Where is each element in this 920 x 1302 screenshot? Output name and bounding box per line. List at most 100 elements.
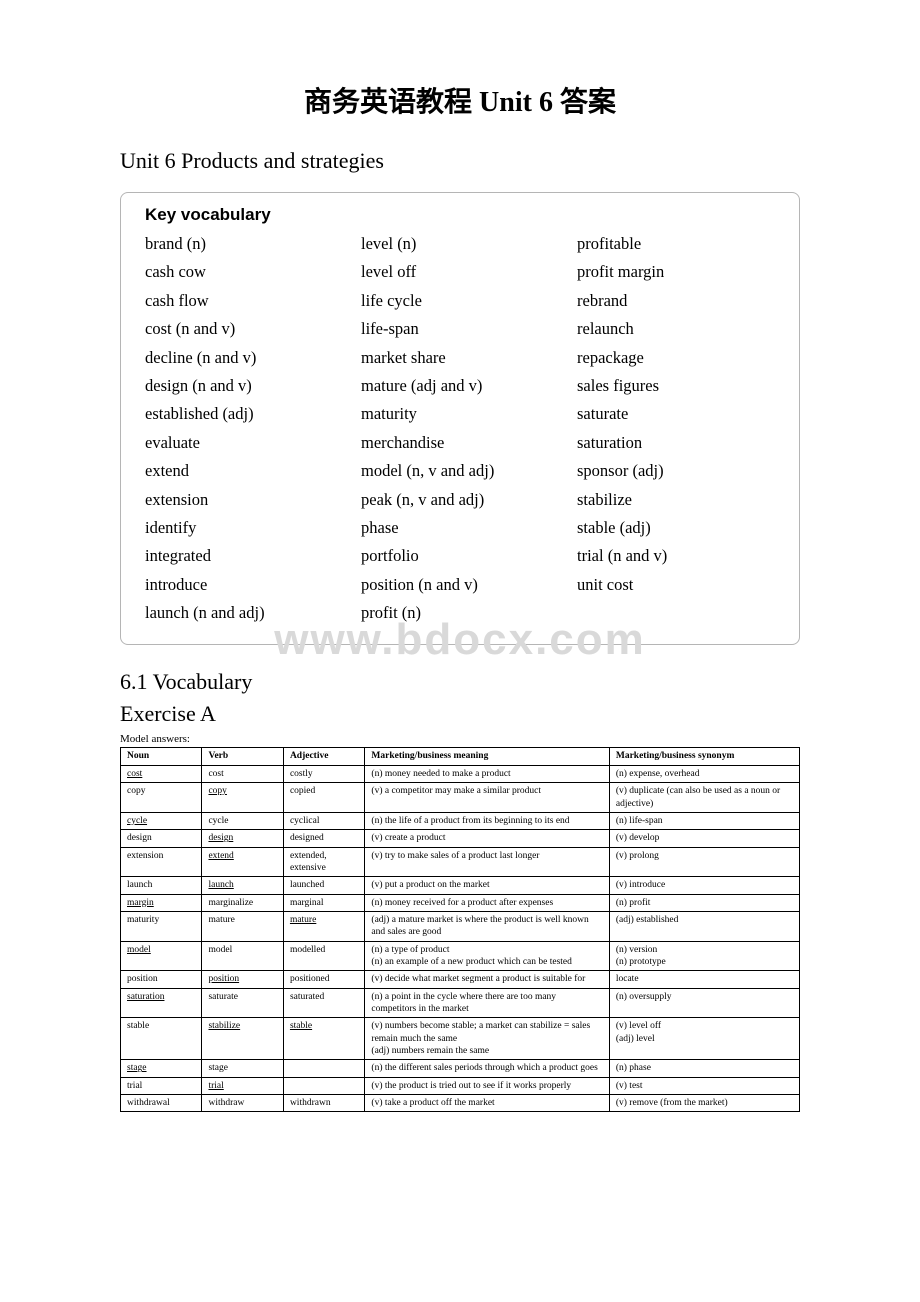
table-row: maturitymaturemature(adj) a mature marke… — [121, 911, 800, 941]
table-cell: (v) duplicate (can also be used as a nou… — [609, 783, 799, 813]
page-title: 商务英语教程 Unit 6 答案 — [120, 80, 800, 120]
vocab-heading: 6.1 Vocabulary — [120, 669, 800, 695]
key-vocab-item: life-span — [361, 316, 559, 342]
table-cell: withdrawal — [121, 1095, 202, 1112]
table-cell: modelled — [283, 941, 364, 971]
table-cell: (n) profit — [609, 894, 799, 911]
table-header-cell: Marketing/business synonym — [609, 748, 799, 765]
key-vocab-item: integrated — [145, 543, 343, 569]
table-cell: cost — [202, 765, 283, 782]
key-vocab-item: extend — [145, 458, 343, 484]
word-family-table: NounVerbAdjectiveMarketing/business mean… — [120, 747, 800, 1112]
table-cell: copy — [121, 783, 202, 813]
table-cell: stable — [283, 1018, 364, 1060]
table-cell: model — [121, 941, 202, 971]
key-vocab-item: model (n, v and adj) — [361, 458, 559, 484]
key-vocab-item: portfolio — [361, 543, 559, 569]
key-vocab-item: profitable — [577, 231, 775, 257]
table-cell: saturation — [121, 988, 202, 1018]
table-cell: designed — [283, 830, 364, 847]
table-cell: stable — [121, 1018, 202, 1060]
table-cell: cycle — [202, 812, 283, 829]
key-vocab-item: brand (n) — [145, 231, 343, 257]
table-row: stablestabilizestable(v) numbers become … — [121, 1018, 800, 1060]
table-cell: withdrawn — [283, 1095, 364, 1112]
table-cell: (v) the product is tried out to see if i… — [365, 1077, 609, 1094]
table-cell — [283, 1060, 364, 1077]
table-row: cyclecyclecyclical(n) the life of a prod… — [121, 812, 800, 829]
table-cell: withdraw — [202, 1095, 283, 1112]
table-cell: (v) decide what market segment a product… — [365, 971, 609, 988]
table-header-cell: Adjective — [283, 748, 364, 765]
key-vocab-item: extension — [145, 487, 343, 513]
table-cell: copied — [283, 783, 364, 813]
key-vocab-item: saturate — [577, 401, 775, 427]
exercise-heading: Exercise A — [120, 701, 800, 727]
key-vocab-item: trial (n and v) — [577, 543, 775, 569]
key-vocab-item: repackage — [577, 345, 775, 371]
table-cell: (n) phase — [609, 1060, 799, 1077]
table-cell: cyclical — [283, 812, 364, 829]
key-vocab-panel: Key vocabulary brand (n) level (n) profita… — [120, 192, 800, 645]
title-cn-prefix: 商务英语教程 — [304, 87, 472, 118]
table-cell: mature — [202, 911, 283, 941]
table-cell: (v) test — [609, 1077, 799, 1094]
table-cell: marginal — [283, 894, 364, 911]
title-cn-suffix: 答案 — [560, 87, 616, 118]
section-heading: Unit 6 Products and strategies — [120, 148, 800, 174]
key-vocab-item: rebrand — [577, 288, 775, 314]
table-cell: copy — [202, 783, 283, 813]
table-header-cell: Noun — [121, 748, 202, 765]
table-cell: (v) try to make sales of a product last … — [365, 847, 609, 877]
table-header-cell: Verb — [202, 748, 283, 765]
key-vocab-item: level off — [361, 259, 559, 285]
table-cell: (n) expense, overhead — [609, 765, 799, 782]
table-cell: maturity — [121, 911, 202, 941]
table-cell: (v) develop — [609, 830, 799, 847]
table-header-row: NounVerbAdjectiveMarketing/business mean… — [121, 748, 800, 765]
key-vocab-item — [577, 600, 775, 626]
table-cell: (v) level off(adj) level — [609, 1018, 799, 1060]
key-vocab-item: evaluate — [145, 430, 343, 456]
key-vocab-item: phase — [361, 515, 559, 541]
table-row: extensionextendextended, extensive(v) tr… — [121, 847, 800, 877]
table-row: copycopycopied(v) a competitor may make … — [121, 783, 800, 813]
table-row: launchlaunchlaunched(v) put a product on… — [121, 877, 800, 894]
table-cell: positioned — [283, 971, 364, 988]
key-vocab-item: saturation — [577, 430, 775, 456]
table-cell: (n) money received for a product after e… — [365, 894, 609, 911]
table-cell: stage — [121, 1060, 202, 1077]
table-cell: (n) a point in the cycle where there are… — [365, 988, 609, 1018]
table-cell: (n) oversupply — [609, 988, 799, 1018]
key-vocab-item: position (n and v) — [361, 572, 559, 598]
key-vocab-item: level (n) — [361, 231, 559, 257]
table-cell: (v) put a product on the market — [365, 877, 609, 894]
table-row: modelmodelmodelled(n) a type of product(… — [121, 941, 800, 971]
key-vocab-item: unit cost — [577, 572, 775, 598]
key-vocab-item: decline (n and v) — [145, 345, 343, 371]
table-cell: saturated — [283, 988, 364, 1018]
table-cell: (v) create a product — [365, 830, 609, 847]
table-row: marginmarginalizemarginal(n) money recei… — [121, 894, 800, 911]
table-cell: cycle — [121, 812, 202, 829]
key-vocab-item: mature (adj and v) — [361, 373, 559, 399]
key-vocab-item: design (n and v) — [145, 373, 343, 399]
title-unit: Unit 6 — [472, 87, 560, 118]
table-cell: extension — [121, 847, 202, 877]
table-cell: position — [121, 971, 202, 988]
table-row: stagestage(n) the different sales period… — [121, 1060, 800, 1077]
table-cell: launch — [121, 877, 202, 894]
key-vocab-title: Key vocabulary — [145, 205, 775, 225]
table-row: withdrawalwithdrawwithdrawn(v) take a pr… — [121, 1095, 800, 1112]
key-vocab-item: cash cow — [145, 259, 343, 285]
table-cell: extend — [202, 847, 283, 877]
table-cell: (n) version(n) prototype — [609, 941, 799, 971]
table-cell: (adj) established — [609, 911, 799, 941]
table-row: saturationsaturatesaturated(n) a point i… — [121, 988, 800, 1018]
key-vocab-item: maturity — [361, 401, 559, 427]
key-vocab-item: merchandise — [361, 430, 559, 456]
key-vocab-item: introduce — [145, 572, 343, 598]
table-cell: costly — [283, 765, 364, 782]
table-cell: (n) life-span — [609, 812, 799, 829]
key-vocab-item: cash flow — [145, 288, 343, 314]
